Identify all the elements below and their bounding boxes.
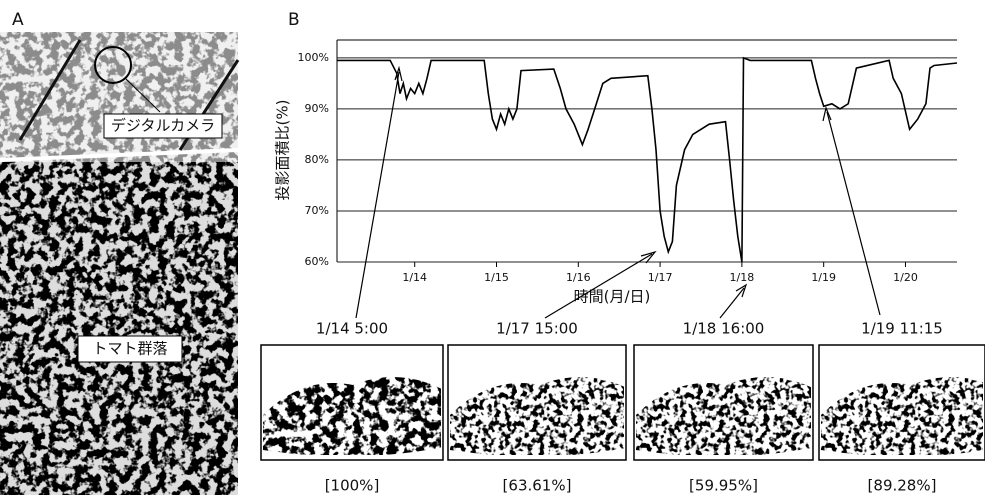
data-line [337,56,958,263]
snapshot-time: 1/18 16:00 [683,320,765,338]
x-tick-label: 1/20 [893,271,918,284]
x-tick-label: 1/17 [648,271,673,284]
y-tick-label: 100% [298,51,329,64]
arrows [355,65,881,319]
snapshot-time: 1/14 5:00 [316,320,388,338]
snapshot-time: 1/19 11:15 [861,320,943,338]
snapshot-time: 1/17 15:00 [496,320,578,338]
camera-label: デジタルカメラ [111,117,215,135]
y-tick-label: 90% [305,102,329,115]
snapshot-ratio: [59.95%] [689,477,758,495]
plot: 60% 70% 80% 90% 100% 1/14 1/15 1/16 1/17 1/18 1/19… [298,39,958,284]
y-axis-title: 投影面積比(%) [274,100,292,201]
panel-label: B [288,10,300,30]
greenhouse-photo [0,32,240,495]
snapshot-ratio: [100%] [325,477,380,495]
x-tick-label: 1/16 [566,271,591,284]
snapshots: 1/14 5:00 [100%] 1/17 15:00 [63.61%] 1/18 16… [260,320,985,495]
x-tick-label: 1/19 [811,271,836,284]
snapshot-ratio: [63.61%] [503,477,572,495]
panel-label: A [12,10,24,30]
snapshot-ratio: [89.28%] [868,477,937,495]
y-tick-label: 80% [305,153,329,166]
y-tick-label: 60% [305,255,329,268]
x-axis-title: 時間(月/日) [574,288,651,306]
canopy-label: トマト群落 [92,340,167,358]
x-tick-label: 1/15 [484,271,509,284]
x-tick-label: 1/18 [730,271,755,284]
y-tick-label: 70% [305,204,329,217]
x-tick-label: 1/14 [402,271,427,284]
